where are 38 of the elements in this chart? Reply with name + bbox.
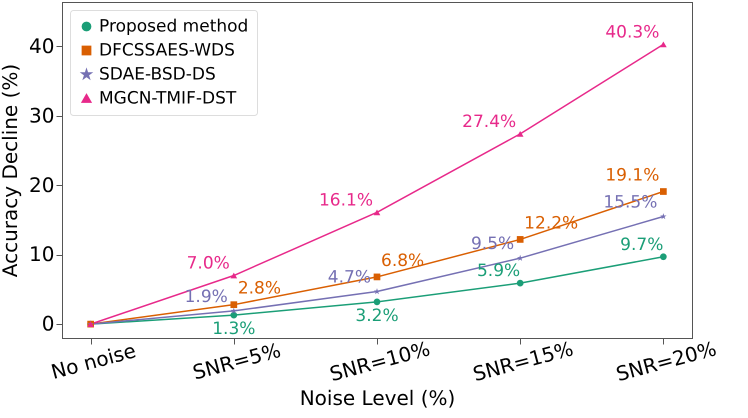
legend-label: Proposed method [99,16,248,36]
point [374,274,380,280]
y-tick-label: 20 [29,172,54,197]
point [374,209,380,216]
data-label: 19.1% [605,166,660,186]
y-tick-label: 10 [29,242,54,266]
point [374,298,380,306]
legend-label: DFCSSAES-WDS [99,40,235,60]
legend-label: MGCN-TMIF-DST [99,88,237,108]
data-label: 27.4% [462,112,516,132]
data-label: 5.9% [476,261,520,282]
data-label: 40.3% [605,22,660,42]
point [660,253,667,260]
x-tick-label: No noise [48,338,138,384]
point [516,254,524,261]
y-tick-label: 40 [29,34,54,58]
y-tick-label: 30 [29,103,54,128]
data-label: 6.8% [381,250,424,271]
legend-label: SDAE-BSD-DS [99,64,216,84]
data-label: 1.3% [212,319,256,340]
point [660,213,667,220]
point [516,280,524,287]
point [230,301,238,308]
x-axis-title: Noise Level (%) [300,386,456,410]
data-label: 2.8% [238,278,282,299]
data-label: 9.7% [620,234,664,255]
point [660,41,667,48]
point [660,188,667,195]
data-label: 1.9% [184,286,228,307]
data-label: 3.2% [355,306,399,326]
data-label: 16.1% [318,190,373,210]
y-tick-label: 0 [42,312,54,336]
data-label: 7.0% [186,254,230,274]
y-axis-title: Accuracy Decline (%) [0,64,22,278]
point [230,272,238,278]
point [516,236,524,243]
point [516,130,524,137]
point [230,308,238,314]
